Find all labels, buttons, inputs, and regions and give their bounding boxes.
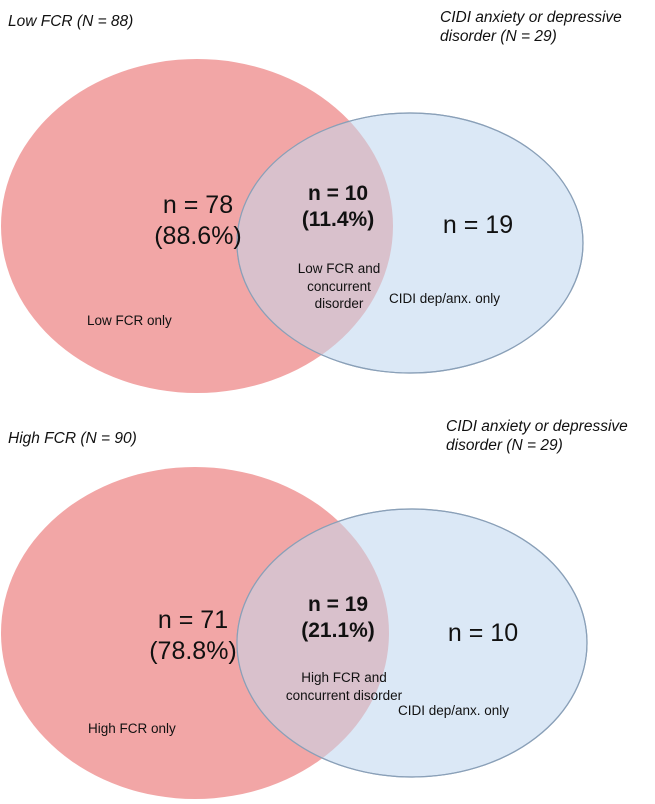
left-only-percent: (78.8%) (149, 637, 237, 665)
overlap-region (237, 509, 389, 777)
left-only-percent: (88.6%) (154, 222, 242, 250)
overlap-count: n = 19 (307, 593, 369, 616)
venn-diagram-high-fcr: High FCR (N = 90) CIDI anxiety or depres… (0, 405, 655, 804)
left-only-count: n = 78 (162, 191, 234, 219)
overlap-label: High FCR and concurrent disorder (285, 670, 403, 703)
venn-shapes (1, 467, 588, 799)
overlap-percent: (11.4%) (301, 208, 375, 231)
right-only-count: n = 10 (447, 619, 519, 647)
left-set-title: High FCR (N = 90) (8, 430, 137, 447)
left-set-title: Low FCR (N = 88) (8, 13, 134, 30)
right-set-title: CIDI anxiety or depressive disorder (N =… (440, 9, 622, 46)
overlap-percent: (21.1%) (301, 619, 375, 642)
venn-diagram-low-fcr: Low FCR (N = 88) CIDI anxiety or depress… (0, 0, 655, 400)
overlap-label: Low FCR and concurrent disorder (297, 261, 381, 312)
right-only-label: CIDI dep/anx. only (398, 703, 510, 718)
right-set-title: CIDI anxiety or depressive disorder (N =… (446, 418, 628, 455)
venn-shapes (1, 59, 584, 393)
right-only-count: n = 19 (442, 211, 514, 239)
overlap-region (237, 113, 393, 373)
left-only-count: n = 71 (157, 606, 229, 634)
right-only-label: CIDI dep/anx. only (389, 291, 501, 306)
left-only-label: Low FCR only (87, 313, 172, 328)
left-only-label: High FCR only (88, 721, 176, 736)
overlap-count: n = 10 (307, 182, 369, 205)
